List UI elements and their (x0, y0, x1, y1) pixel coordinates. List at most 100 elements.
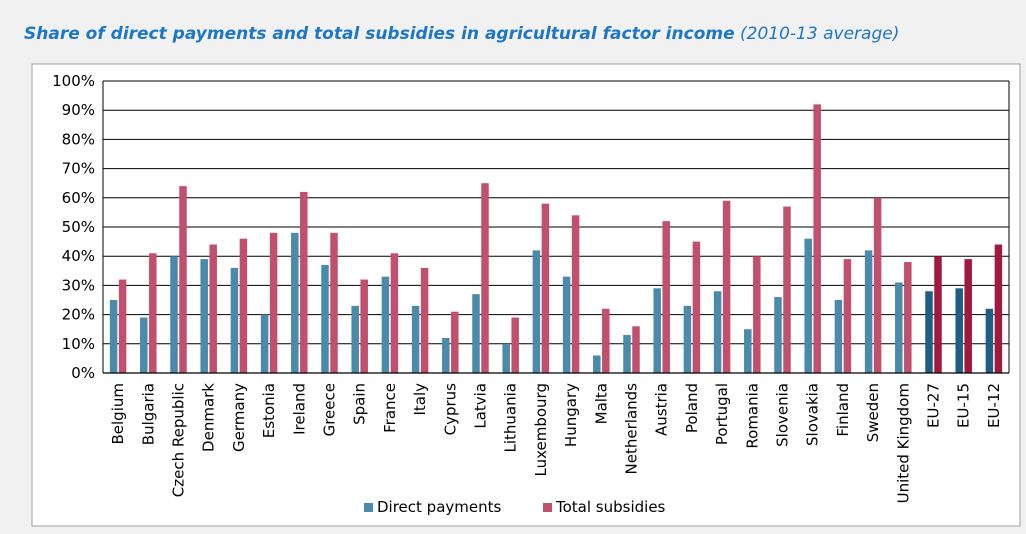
bar-total-subsidies (571, 215, 580, 373)
x-tick-label: EU-15 (955, 383, 973, 428)
chart-title: Share of direct payments and total subsi… (24, 24, 899, 44)
chart-area (31, 63, 1021, 527)
x-tick-label: EU-12 (985, 383, 1003, 428)
bar-direct-payments (260, 314, 269, 373)
bar-direct-payments (442, 337, 450, 373)
x-tick-label: Lithuania (502, 383, 520, 452)
bar-direct-payments (170, 256, 178, 373)
bar-total-subsidies (511, 317, 519, 373)
x-tick-label: Bulgaria (139, 383, 157, 445)
bar-total-subsidies (813, 104, 821, 374)
x-tick-label: Slovenia (774, 383, 792, 447)
x-tick-label: Portugal (713, 383, 731, 445)
bar-direct-payments (291, 232, 299, 373)
bar-total-subsidies (239, 238, 248, 373)
bar-direct-payments (321, 264, 329, 373)
bar-direct-payments (925, 291, 933, 373)
x-tick-label: Romania (743, 383, 761, 449)
y-tick-label: 0% (71, 364, 95, 382)
x-tick-label: Malta (592, 383, 610, 424)
bar-direct-payments (653, 288, 661, 373)
bar-total-subsidies (692, 241, 701, 373)
bar-direct-payments (593, 355, 601, 373)
bar-total-subsidies (420, 267, 429, 373)
y-tick-label: 80% (62, 130, 95, 148)
x-tick-label: Hungary (562, 383, 580, 447)
bar-direct-payments (955, 288, 963, 373)
bar-direct-payments (532, 250, 541, 373)
x-tick-label: Greece (321, 383, 339, 436)
bar-total-subsidies (451, 311, 459, 373)
chart-title-main: Share of direct payments and total subsi… (24, 24, 735, 44)
bar-total-subsidies (904, 262, 912, 373)
x-tick-label: Czech Republic (170, 383, 188, 497)
bar-total-subsidies (300, 191, 308, 373)
legend-label-direct-payments: Direct payments (377, 498, 501, 516)
bar-total-subsidies (179, 186, 187, 373)
y-tick-label: 20% (62, 306, 95, 324)
bar-direct-payments (985, 308, 994, 373)
bar-total-subsidies (118, 279, 127, 373)
bar-direct-payments (411, 305, 420, 373)
bar-direct-payments (351, 305, 359, 373)
bar-direct-payments (230, 267, 239, 373)
legend-label-total-subsidies: Total subsidies (555, 498, 666, 516)
x-tick-label: Austria (653, 383, 671, 436)
bar-direct-payments (381, 276, 390, 373)
bar-total-subsidies (602, 308, 610, 373)
x-tick-label: Latvia (472, 383, 490, 429)
bar-total-subsidies (541, 203, 550, 373)
x-tick-label: Cyprus (441, 383, 459, 436)
bar-total-subsidies (662, 221, 670, 373)
bar-total-subsidies (994, 244, 1003, 373)
bar-direct-payments (623, 335, 631, 373)
bar-total-subsidies (269, 232, 278, 373)
x-tick-label: Germany (230, 383, 248, 452)
legend-swatch-total-subsidies (543, 503, 552, 512)
bar-total-subsidies (964, 259, 972, 373)
bar-total-subsidies (149, 253, 157, 373)
bar-total-subsidies (209, 244, 217, 373)
bar-direct-payments (502, 343, 510, 373)
y-tick-label: 10% (62, 335, 95, 353)
x-tick-label: Italy (411, 383, 429, 416)
y-tick-label: 30% (62, 276, 95, 294)
y-tick-label: 90% (62, 101, 95, 119)
bar-total-subsidies (783, 206, 791, 373)
bar-total-subsidies (843, 259, 852, 373)
x-tick-label: Poland (683, 383, 701, 433)
bar-total-subsidies (722, 200, 731, 373)
y-tick-label: 60% (62, 189, 95, 207)
x-tick-label: United Kingdom (894, 383, 912, 503)
x-tick-label: Ireland (290, 383, 308, 435)
x-tick-label: EU-27 (925, 383, 943, 428)
x-tick-label: Netherlands (623, 383, 641, 475)
bar-direct-payments (744, 329, 752, 373)
x-tick-label: Denmark (200, 383, 218, 452)
legend-swatch-direct-payments (364, 503, 373, 512)
x-tick-label: Spain (351, 383, 369, 425)
x-tick-label: Finland (834, 383, 852, 437)
x-tick-label: Belgium (109, 383, 127, 445)
bar-direct-payments (472, 294, 480, 373)
y-tick-label: 40% (62, 247, 95, 265)
bar-total-subsidies (481, 183, 489, 373)
chart-subtitle: (2010-13 average) (740, 24, 900, 44)
y-tick-label: 70% (62, 160, 95, 178)
x-tick-label: Sweden (864, 383, 882, 442)
x-tick-label: Slovakia (804, 383, 822, 446)
x-tick-label: France (381, 383, 399, 433)
bar-direct-payments (834, 300, 843, 373)
y-tick-label: 50% (62, 218, 95, 236)
bar-total-subsidies (934, 256, 942, 373)
bar-direct-payments (683, 305, 692, 373)
bar-direct-payments (864, 250, 873, 373)
bar-total-subsidies (753, 256, 761, 373)
y-tick-label: 100% (52, 72, 95, 90)
bar-total-subsidies (360, 279, 368, 373)
bar-total-subsidies (390, 253, 399, 373)
bar-direct-payments (713, 291, 722, 373)
bar-total-subsidies (632, 326, 640, 373)
bar-direct-payments (562, 276, 571, 373)
